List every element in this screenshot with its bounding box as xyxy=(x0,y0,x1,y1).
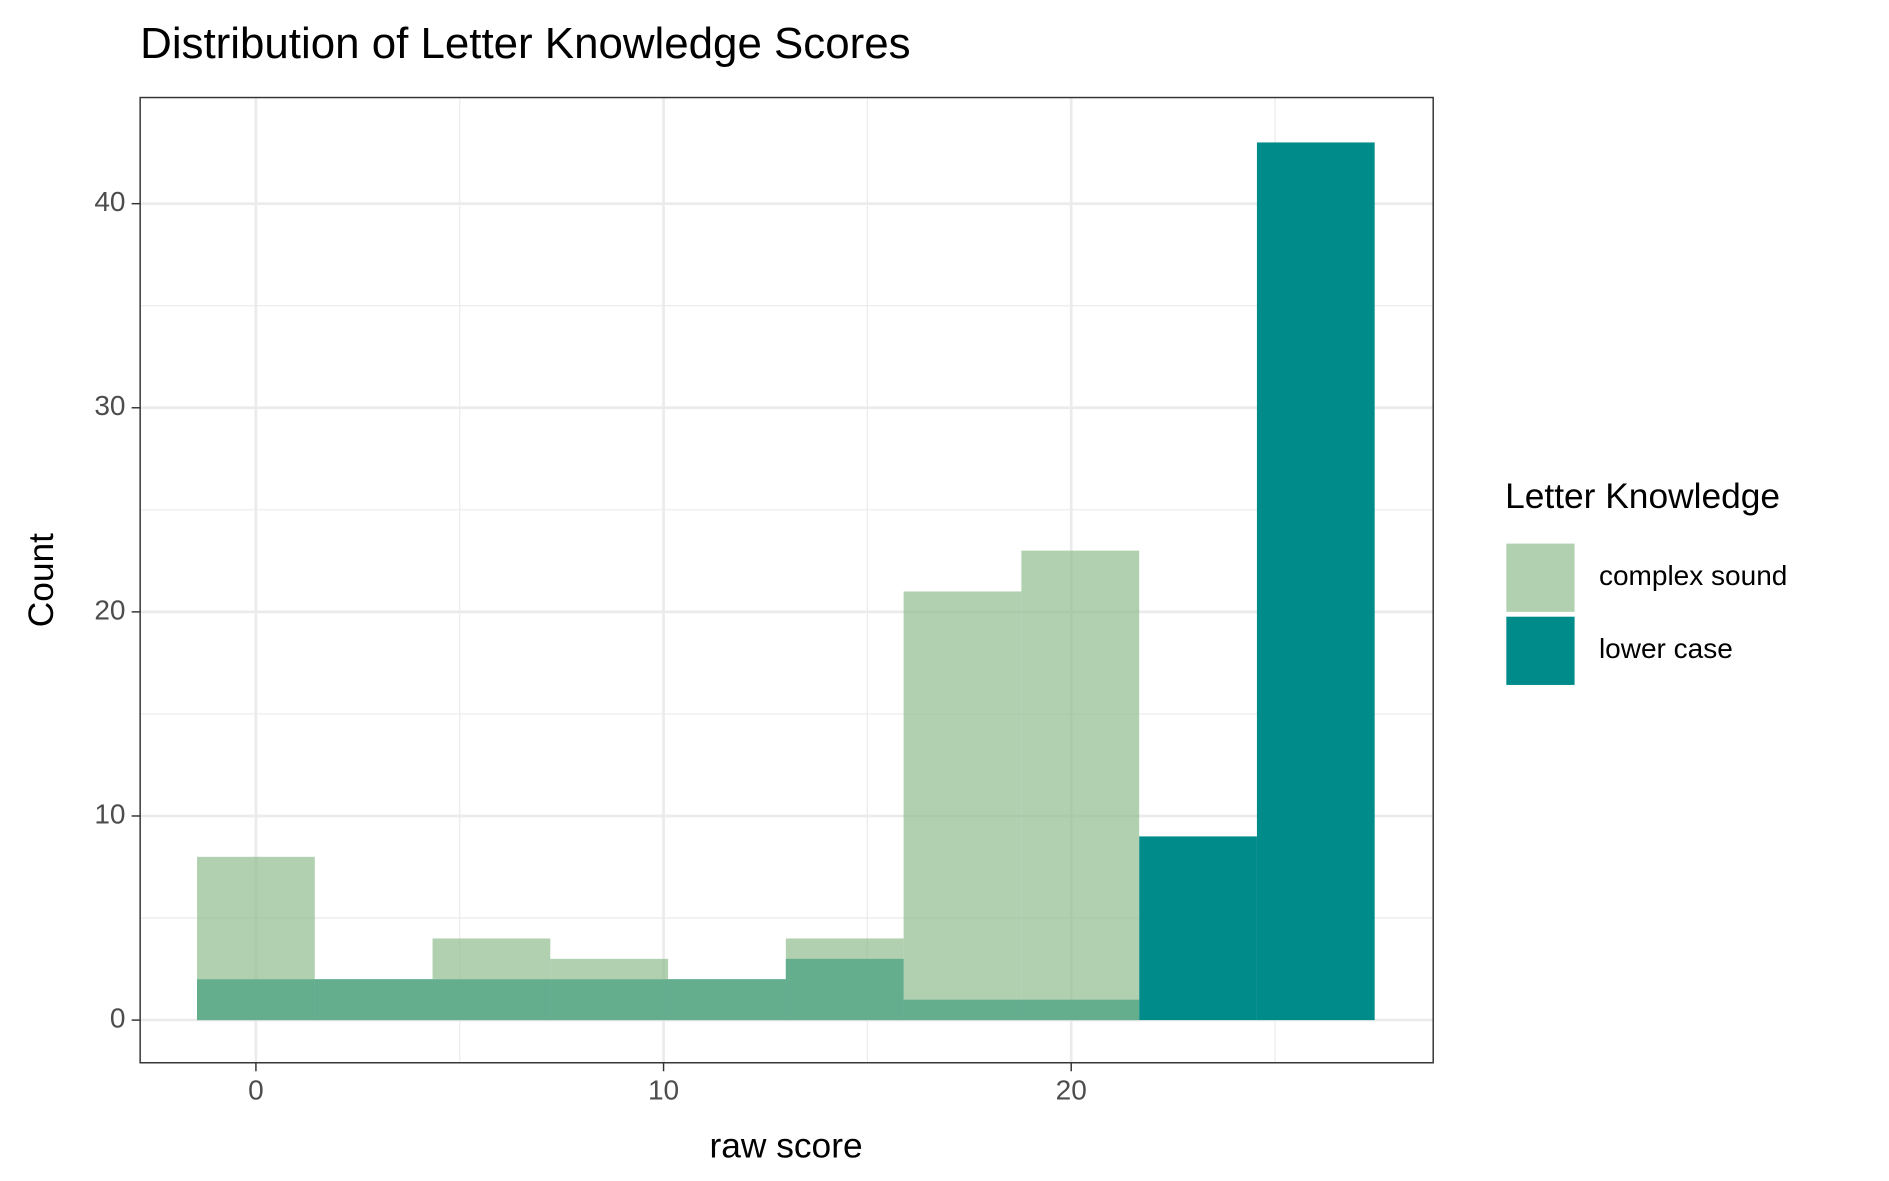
histogram-bar xyxy=(550,958,669,1021)
x-axis-label: raw score xyxy=(709,1126,862,1165)
legend-label: lower case xyxy=(1599,633,1733,664)
histogram-bar xyxy=(314,979,433,1021)
y-tick-label: 0 xyxy=(110,1002,126,1033)
histogram-bar xyxy=(1256,142,1375,1021)
histogram-bar xyxy=(197,856,315,1021)
x-tick-label: 0 xyxy=(248,1074,264,1105)
legend-title: Letter Knowledge xyxy=(1505,477,1780,516)
y-tick-label: 40 xyxy=(94,186,125,217)
legend-key xyxy=(1506,616,1575,685)
histogram-bar xyxy=(432,938,551,1021)
x-tick-label: 10 xyxy=(648,1074,679,1105)
y-tick-label: 10 xyxy=(94,798,125,829)
histogram-bar xyxy=(1139,836,1257,1021)
histogram-bar xyxy=(903,591,1022,1021)
y-tick-label: 30 xyxy=(94,390,125,421)
y-axis-label: Count xyxy=(22,533,61,627)
chart-title: Distribution of Letter Knowledge Scores xyxy=(140,19,910,68)
x-tick-label: 20 xyxy=(1056,1074,1087,1105)
plot-border xyxy=(139,96,1434,1064)
histogram-bar xyxy=(785,938,904,1021)
y-tick-label: 20 xyxy=(94,594,125,625)
legend-label: complex sound xyxy=(1599,560,1787,591)
histogram-bar xyxy=(668,979,786,1021)
histogram-bar xyxy=(1021,550,1140,1021)
legend-key xyxy=(1506,543,1575,612)
